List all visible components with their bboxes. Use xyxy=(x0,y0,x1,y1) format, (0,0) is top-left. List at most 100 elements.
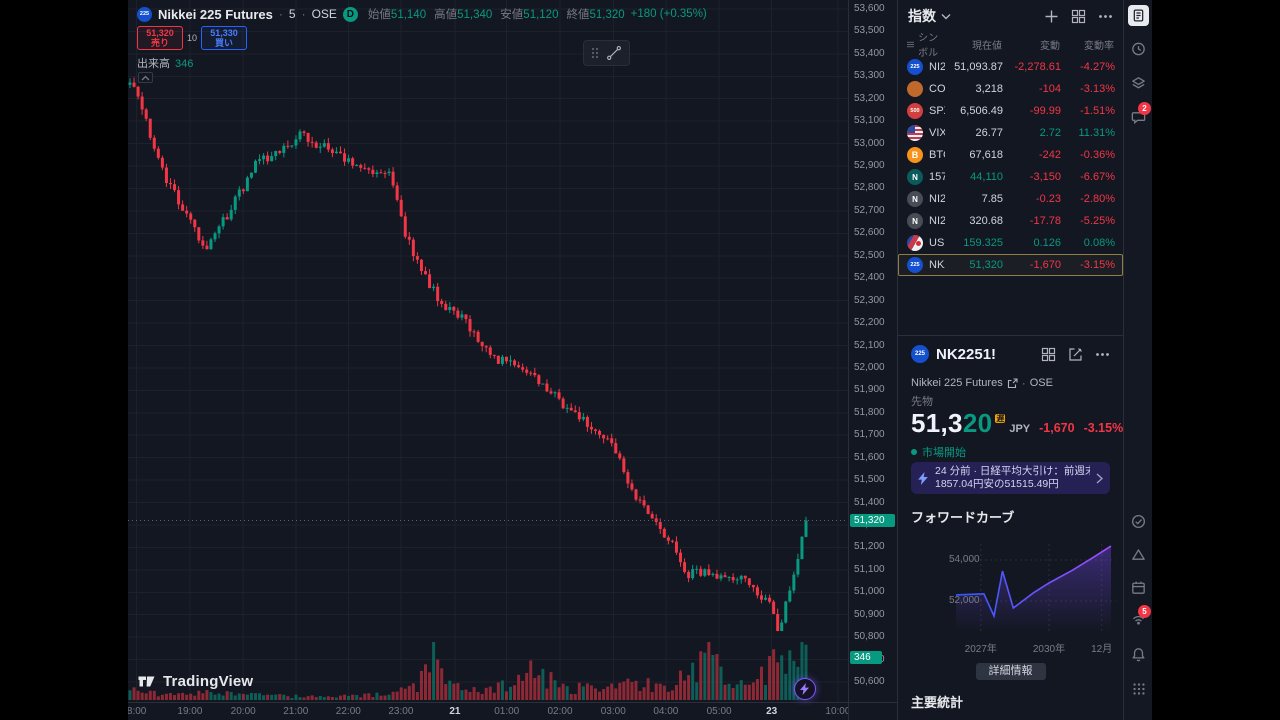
alerts-rail-button[interactable] xyxy=(1129,39,1148,58)
watchlist-row-ni225-s[interactable]: N NI225/S 7.85 -0.23 -2.80% xyxy=(898,188,1123,210)
calendar-rail-button[interactable] xyxy=(1129,578,1148,597)
forward-curve-chart[interactable]: 54,000 52,000 2027年 2030年 12月 xyxy=(898,536,1124,658)
change-label: +180 (+0.35%) xyxy=(630,8,707,20)
change-percent: -4.27% xyxy=(1080,61,1115,73)
layout-grid-icon[interactable] xyxy=(1071,9,1086,24)
detail-symbol-name[interactable]: NK2251! xyxy=(936,345,997,363)
fwd-y-label: 54,000 xyxy=(949,554,980,565)
exchange-label[interactable]: OSE xyxy=(311,7,337,21)
lightning-icon xyxy=(800,683,809,695)
layout-grid-icon[interactable] xyxy=(1041,347,1056,362)
col-last[interactable]: 現在値 xyxy=(972,40,1002,52)
apps-rail-button[interactable] xyxy=(1129,679,1148,698)
axis-corner xyxy=(849,702,897,720)
edit-note-icon[interactable] xyxy=(1068,347,1083,362)
price-tick-label: 51,200 xyxy=(854,541,885,553)
symbol-name: NK22遅 xyxy=(929,259,945,271)
price-tick-label: 53,300 xyxy=(854,70,885,82)
symbol-name: BTCUSD xyxy=(929,149,945,161)
watchlist-row-ni225[interactable]: 225 NI225 51,093.87 -2,278.61 -4.27% xyxy=(898,56,1123,78)
price-tick-label: 52,500 xyxy=(854,249,885,261)
chevron-right-icon xyxy=(1096,472,1103,484)
last-value: 320.68 xyxy=(969,215,1003,227)
detail-description[interactable]: Nikkei 225 Futures xyxy=(911,377,1003,389)
calendar-icon xyxy=(1132,581,1145,594)
watchlist-row-vix[interactable]: VIX 26.77 2.72 11.31% xyxy=(898,122,1123,144)
price-tick-label: 53,100 xyxy=(854,115,885,127)
chevron-down-icon[interactable] xyxy=(941,13,951,20)
price-tick-label: 52,800 xyxy=(854,182,885,194)
change-value: -99.99 xyxy=(1029,105,1061,117)
broadcast-icon xyxy=(1132,615,1145,625)
candlestick-chart[interactable] xyxy=(128,0,848,720)
ideas-rail-button[interactable] xyxy=(1129,512,1148,531)
floating-drawing-toolbar[interactable] xyxy=(583,40,630,66)
notifications-rail-button[interactable] xyxy=(1129,645,1148,664)
tradingview-mark-icon xyxy=(138,676,155,687)
change-value: -17.78 xyxy=(1029,215,1061,227)
watchlist-rail-button[interactable] xyxy=(1128,5,1149,26)
external-link-icon[interactable] xyxy=(1007,377,1018,389)
last-value: 51,093.87 xyxy=(954,61,1003,73)
trend-line-tool-icon[interactable] xyxy=(606,45,622,61)
symbol-title[interactable]: Nikkei 225 Futures xyxy=(158,6,273,22)
price-change-pct: -3.15% xyxy=(1083,421,1124,435)
check-circle-icon xyxy=(1131,514,1146,529)
currency-label: JPY xyxy=(1009,423,1031,435)
cocoa-icon xyxy=(907,81,923,97)
last-value: 159.325 xyxy=(963,237,1003,249)
sell-button[interactable]: 51,320 売り xyxy=(137,26,183,50)
watchlist-row-1570[interactable]: N 1570遅 44,110 -3,150 -6.67% xyxy=(898,166,1123,188)
watchlist-row-btcusd[interactable]: B BTCUSD 67,618 -242 -0.36% xyxy=(898,144,1123,166)
more-options-icon[interactable] xyxy=(1098,9,1113,24)
interval-label[interactable]: 5 xyxy=(288,7,296,21)
detail-price-row: 51,3 20 遅 JPY -1,670 -3.15% xyxy=(911,408,1123,439)
col-symbol[interactable]: シンボル xyxy=(918,33,939,59)
drag-handle-icon[interactable] xyxy=(591,47,599,59)
watchlist-row-coco[interactable]: COCO 3,218 -104 -3.13% xyxy=(898,78,1123,100)
etf-icon: N xyxy=(907,169,923,185)
forward-curve-plot xyxy=(950,544,1116,632)
price-tick-label: 52,200 xyxy=(854,317,885,329)
order-widget: 51,320 売り 10 51,330 買い xyxy=(137,26,248,50)
watchlist-title[interactable]: 指数 xyxy=(908,8,936,24)
watchlist-row-nk22[interactable]: 225 NK22遅 51,320 -1,670 -3.15% xyxy=(898,254,1123,276)
streams-rail-button[interactable] xyxy=(1129,611,1148,630)
chart-pane[interactable]: 225 Nikkei 225 Futures · 5 · OSE D 始値51,… xyxy=(128,0,848,720)
details-button[interactable]: 詳細情報 xyxy=(975,663,1046,680)
buy-button[interactable]: 51,330 買い xyxy=(201,26,248,50)
watchlist-row-usdjpy[interactable]: USDJPY 159.325 0.126 0.08% xyxy=(898,232,1123,254)
news-banner[interactable]: 24 分前 · 日経平均大引け：前週末比 1857.04円安の51515.49円 xyxy=(911,462,1110,494)
nikkei-icon: 225 xyxy=(907,59,923,75)
tradingview-logo[interactable]: TradingView xyxy=(137,672,253,691)
price-tick-label: 50,600 xyxy=(854,676,885,687)
change-value: 0.126 xyxy=(1033,237,1061,249)
usdjpy-icon xyxy=(907,235,923,251)
current-volume-label: 346 xyxy=(850,651,882,664)
more-options-icon[interactable] xyxy=(1095,347,1110,362)
symbol-name: COCO xyxy=(929,83,945,95)
watchlist-header: 指数 xyxy=(898,0,1123,32)
legend-collapse-button[interactable] xyxy=(138,72,153,83)
symbol-detail-header: 225 NK2251! xyxy=(911,345,1110,363)
price-tick-label: 52,100 xyxy=(854,339,885,351)
time-axis[interactable]: 8:00 19:00 20:00 21:00 22:00 23:00 21 01:00 02:0… xyxy=(128,702,848,720)
current-price-label: 51,320 xyxy=(850,514,895,527)
col-change-pct[interactable]: 変動率 xyxy=(1084,40,1114,52)
watchlist-column-headers: シンボル 現在値 変動 変動率 xyxy=(898,32,1123,59)
col-change[interactable]: 変動 xyxy=(1040,40,1060,52)
watchlist-row-spx[interactable]: 500 SPX 6,506.49 -99.99 -1.51% xyxy=(898,100,1123,122)
chart-legend: 225 Nikkei 225 Futures · 5 · OSE D 始値51,… xyxy=(137,5,707,23)
add-symbol-icon[interactable] xyxy=(1044,9,1059,24)
price-axis[interactable]: 53,600 53,500 53,400 53,300 53,200 53,100 53,0… xyxy=(848,0,897,720)
ohlc-values: 始値51,140 高値51,340 安値51,120 終値51,320 xyxy=(367,9,625,21)
price-tick-label: 52,600 xyxy=(854,227,885,239)
last-value: 67,618 xyxy=(969,149,1003,161)
hotlists-rail-button[interactable] xyxy=(1129,545,1148,564)
change-percent: -0.36% xyxy=(1080,149,1115,161)
change-percent: -2.80% xyxy=(1080,193,1115,205)
sparkle-button[interactable] xyxy=(794,678,816,700)
time-tick-label: 04:00 xyxy=(653,706,679,717)
object-tree-rail-button[interactable] xyxy=(1129,74,1148,93)
watchlist-row-ni225-u[interactable]: N NI225/U 320.68 -17.78 -5.25% xyxy=(898,210,1123,232)
